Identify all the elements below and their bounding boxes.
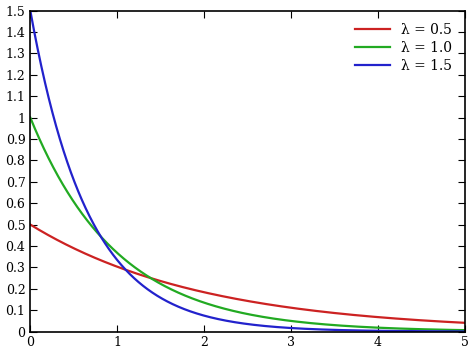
λ = 1.0 (369, 325, 375, 329)
Line: λ = 0.5: λ = 0.5 (30, 225, 465, 323)
λ = 0.5 (449, 320, 455, 324)
Legend: λ = 0.5, λ = 1.0, λ = 1.5: λ = 0.5, λ = 1.0, λ = 1.5 (350, 17, 457, 79)
Line: λ = 1.5: λ = 1.5 (30, 11, 465, 332)
λ = 1.0 (27, 115, 33, 120)
λ = 1.5 (449, 329, 455, 333)
λ = 0.5 (27, 223, 33, 227)
λ = 0.5 (238, 298, 244, 302)
λ = 1.0 (50, 164, 55, 168)
λ = 1.0 (449, 328, 455, 332)
λ = 1.5 (238, 321, 244, 325)
λ = 1.0 (462, 328, 467, 332)
λ = 1.0 (449, 328, 455, 332)
λ = 1.0 (227, 308, 233, 312)
λ = 1.5 (369, 329, 375, 333)
Line: λ = 1.0: λ = 1.0 (30, 118, 465, 330)
λ = 0.5 (227, 296, 233, 300)
λ = 0.5 (449, 320, 455, 324)
λ = 1.5 (449, 329, 455, 333)
λ = 1.5 (27, 9, 33, 13)
λ = 1.0 (238, 311, 244, 315)
λ = 1.5 (462, 329, 467, 334)
λ = 1.5 (50, 110, 55, 115)
λ = 1.5 (227, 319, 233, 323)
λ = 0.5 (369, 315, 375, 319)
λ = 0.5 (50, 235, 55, 240)
λ = 0.5 (462, 321, 467, 325)
